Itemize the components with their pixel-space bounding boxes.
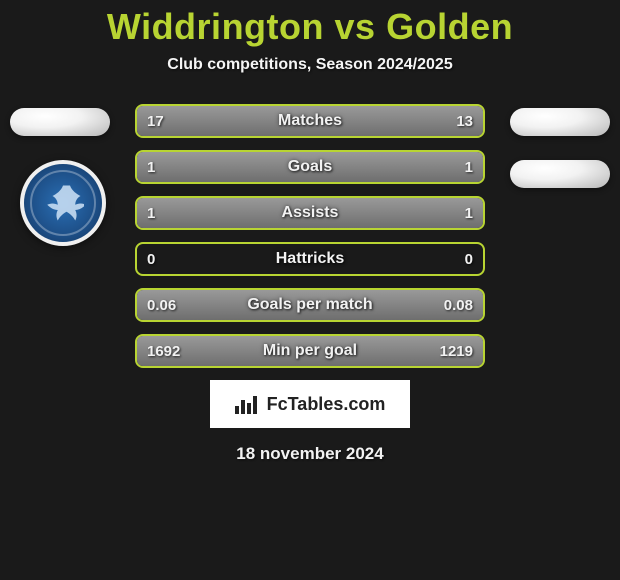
phoenix-icon bbox=[42, 182, 84, 224]
stat-value-right: 13 bbox=[456, 106, 473, 136]
stat-label: Assists bbox=[137, 198, 483, 228]
avatar-right-placeholder bbox=[510, 108, 610, 136]
player-left-name: Widdrington bbox=[107, 6, 324, 47]
stat-label: Hattricks bbox=[137, 244, 483, 274]
club-right-placeholder bbox=[510, 160, 610, 188]
subtitle: Club competitions, Season 2024/2025 bbox=[0, 56, 620, 74]
bars-icon bbox=[235, 394, 261, 414]
stat-row: 1Goals1 bbox=[135, 150, 485, 184]
stat-row: 1692Min per goal1219 bbox=[135, 334, 485, 368]
stat-label: Matches bbox=[137, 106, 483, 136]
stat-row: 0.06Goals per match0.08 bbox=[135, 288, 485, 322]
player-right-name: Golden bbox=[386, 6, 513, 47]
footer-date: 18 november 2024 bbox=[0, 444, 620, 464]
comparison-arena: 17Matches131Goals11Assists10Hattricks00.… bbox=[0, 104, 620, 368]
stat-label: Goals per match bbox=[137, 290, 483, 320]
stat-value-right: 1 bbox=[465, 152, 473, 182]
stat-row: 17Matches13 bbox=[135, 104, 485, 138]
stat-value-right: 0 bbox=[465, 244, 473, 274]
stat-label: Goals bbox=[137, 152, 483, 182]
page-title: Widdrington vs Golden bbox=[0, 0, 620, 48]
stat-row: 1Assists1 bbox=[135, 196, 485, 230]
stat-bars: 17Matches131Goals11Assists10Hattricks00.… bbox=[135, 104, 485, 368]
stat-value-right: 1219 bbox=[440, 336, 473, 366]
stat-label: Min per goal bbox=[137, 336, 483, 366]
stat-value-right: 0.08 bbox=[444, 290, 473, 320]
avatar-left-placeholder bbox=[10, 108, 110, 136]
stat-row: 0Hattricks0 bbox=[135, 242, 485, 276]
footer-brand-card: FcTables.com bbox=[210, 380, 410, 428]
footer-brand-text: FcTables.com bbox=[267, 394, 386, 415]
title-vs: vs bbox=[335, 6, 376, 47]
stat-value-right: 1 bbox=[465, 198, 473, 228]
club-left-badge bbox=[20, 160, 106, 246]
